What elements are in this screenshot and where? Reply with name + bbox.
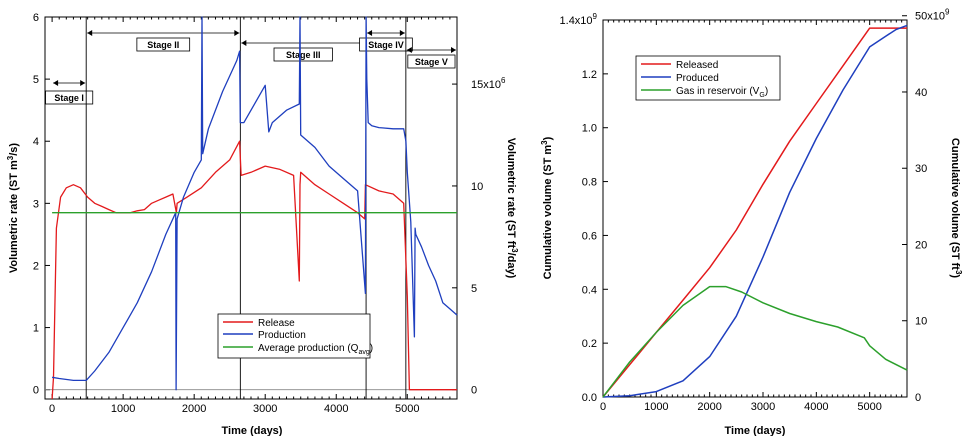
legend-avg-label: Average production (Qavg) bbox=[258, 343, 373, 356]
stage-arrowhead-left-2 bbox=[241, 40, 247, 46]
stage-label-2: Stage III bbox=[286, 50, 321, 60]
stage-arrowhead-right-0 bbox=[80, 80, 86, 86]
right-x-tick-label-4: 4000 bbox=[804, 401, 828, 413]
left-series-line-0 bbox=[51, 140, 457, 400]
right-y-ticks: 0.0 0.2 0.4 0.6 0.8 1.0 1.2 1.4x109 bbox=[560, 12, 608, 404]
right-y-tick-label-1: 0.2 bbox=[582, 338, 597, 350]
right-y2-tick-label-0: 0 bbox=[915, 392, 921, 404]
left-y-tick-label-2: 2 bbox=[33, 260, 39, 272]
right-y2-tick-label-4: 40 bbox=[915, 87, 927, 99]
right-x-tick-label-0: 0 bbox=[600, 401, 606, 413]
legend-gas-label: Gas in reservoir (VG) bbox=[676, 86, 768, 99]
stage-arrowhead-left-1 bbox=[87, 30, 93, 36]
stage-arrowhead-right-1 bbox=[234, 30, 240, 36]
left-x-tick-label-0: 0 bbox=[49, 403, 55, 415]
stage-label-3: Stage IV bbox=[368, 40, 404, 50]
right-y2-tick-label-1: 10 bbox=[915, 316, 927, 328]
left-series-group bbox=[51, 16, 458, 400]
left-y2-ticks: 0 5 10 15x106 bbox=[452, 76, 506, 397]
stage-arrowhead-left-0 bbox=[53, 80, 59, 86]
left-legend: Release Production Average production (Q… bbox=[217, 313, 373, 359]
right-y-tick-label-2: 0.4 bbox=[582, 284, 597, 296]
left-y-tick-label-6: 6 bbox=[33, 12, 39, 24]
legend-production-label: Production bbox=[258, 330, 306, 341]
right-plot-frame bbox=[602, 19, 908, 398]
right-chart: 0 1000 2000 3000 4000 5000 0.0 0.2 0.4 0.6 0.8 1.0… bbox=[540, 8, 963, 436]
left-y2-tick-label-3: 15x106 bbox=[471, 76, 506, 91]
left-chart: 0 1000 2000 3000 4000 5000 0 1 2 3 4 5 6 0 5 10 15x106… bbox=[6, 12, 519, 436]
right-legend: Released Produced Gas in reservoir (VG) bbox=[635, 55, 781, 101]
left-y2-tick-label-0: 0 bbox=[471, 385, 477, 397]
right-y-axis-label: Cumulative volume (ST m3) bbox=[540, 136, 554, 279]
left-y-tick-label-3: 3 bbox=[33, 198, 39, 210]
stage-label-box-4 bbox=[407, 54, 456, 69]
legend-released-label: Released bbox=[676, 60, 718, 71]
left-x-tick-label-1: 1000 bbox=[111, 403, 135, 415]
stage-label-box-1 bbox=[136, 37, 191, 52]
left-x-axis-label: Time (days) bbox=[222, 425, 283, 436]
right-x-tick-label-1: 1000 bbox=[644, 401, 668, 413]
left-x-tick-label-5: 5000 bbox=[395, 403, 419, 415]
right-series-line-2 bbox=[602, 285, 908, 398]
right-y2-axis-label: Cumulative volume (ST ft3) bbox=[949, 138, 963, 278]
stage-label-1: Stage II bbox=[147, 40, 179, 50]
left-x-tick-label-2: 2000 bbox=[182, 403, 206, 415]
left-y-ticks: 0 1 2 3 4 5 6 bbox=[33, 12, 457, 397]
left-y2-tick-label-2: 10 bbox=[471, 181, 483, 193]
left-x-ticks: 0 1000 2000 3000 4000 5000 bbox=[49, 17, 451, 415]
right-series-line-1 bbox=[602, 24, 908, 398]
left-y-tick-label-0: 0 bbox=[33, 385, 39, 397]
right-y2-ticks: 0 10 20 30 40 50x109 bbox=[902, 8, 950, 404]
right-x-ticks: 0 1000 2000 3000 4000 5000 bbox=[600, 20, 903, 413]
stage-label-4: Stage V bbox=[415, 57, 448, 67]
left-series-line-1 bbox=[51, 16, 458, 391]
right-x-axis-label: Time (days) bbox=[725, 425, 786, 436]
stage-arrowhead-left-4 bbox=[406, 47, 412, 53]
left-y-tick-label-1: 1 bbox=[33, 323, 39, 335]
right-y2-tick-label-5: 50x109 bbox=[915, 8, 950, 23]
stage-label-box-3 bbox=[359, 37, 413, 52]
left-y-tick-label-5: 5 bbox=[33, 74, 39, 86]
left-x-tick-label-4: 4000 bbox=[324, 403, 348, 415]
right-y-tick-label-4: 0.8 bbox=[582, 177, 597, 189]
legend-release-label: Release bbox=[258, 318, 295, 329]
right-y2-tick-label-2: 20 bbox=[915, 240, 927, 252]
right-y-tick-label-6: 1.2 bbox=[582, 69, 597, 81]
left-y-tick-label-4: 4 bbox=[33, 136, 39, 148]
right-y-tick-label-7: 1.4x109 bbox=[560, 12, 598, 27]
left-y2-tick-label-1: 5 bbox=[471, 283, 477, 295]
stage-arrowhead-right-4 bbox=[451, 47, 456, 53]
right-x-tick-label-3: 3000 bbox=[751, 401, 775, 413]
stage-markers: Stage I Stage II Stage III Stage IV Stage V bbox=[45, 17, 456, 399]
right-series-group bbox=[602, 24, 908, 398]
right-x-tick-label-2: 2000 bbox=[697, 401, 721, 413]
right-y-tick-label-0: 0.0 bbox=[582, 392, 597, 404]
right-y-tick-label-3: 0.6 bbox=[582, 230, 597, 242]
stage-arrowhead-left-3 bbox=[367, 30, 373, 36]
left-y2-axis-label: Volumetric rate (ST ft3/day) bbox=[505, 138, 519, 279]
legend-produced-label: Produced bbox=[676, 73, 719, 84]
left-x-tick-label-3: 3000 bbox=[253, 403, 277, 415]
stage-label-0: Stage I bbox=[54, 93, 84, 103]
left-y-axis-label: Volumetric rate (ST m3/s) bbox=[6, 143, 20, 274]
right-y2-tick-label-3: 30 bbox=[915, 163, 927, 175]
right-x-tick-label-5: 5000 bbox=[857, 401, 881, 413]
right-y-tick-label-5: 1.0 bbox=[582, 123, 597, 135]
stage-label-box-0 bbox=[45, 90, 94, 105]
stage-arrowhead-right-3 bbox=[399, 30, 405, 36]
stage-label-box-2 bbox=[273, 47, 333, 62]
